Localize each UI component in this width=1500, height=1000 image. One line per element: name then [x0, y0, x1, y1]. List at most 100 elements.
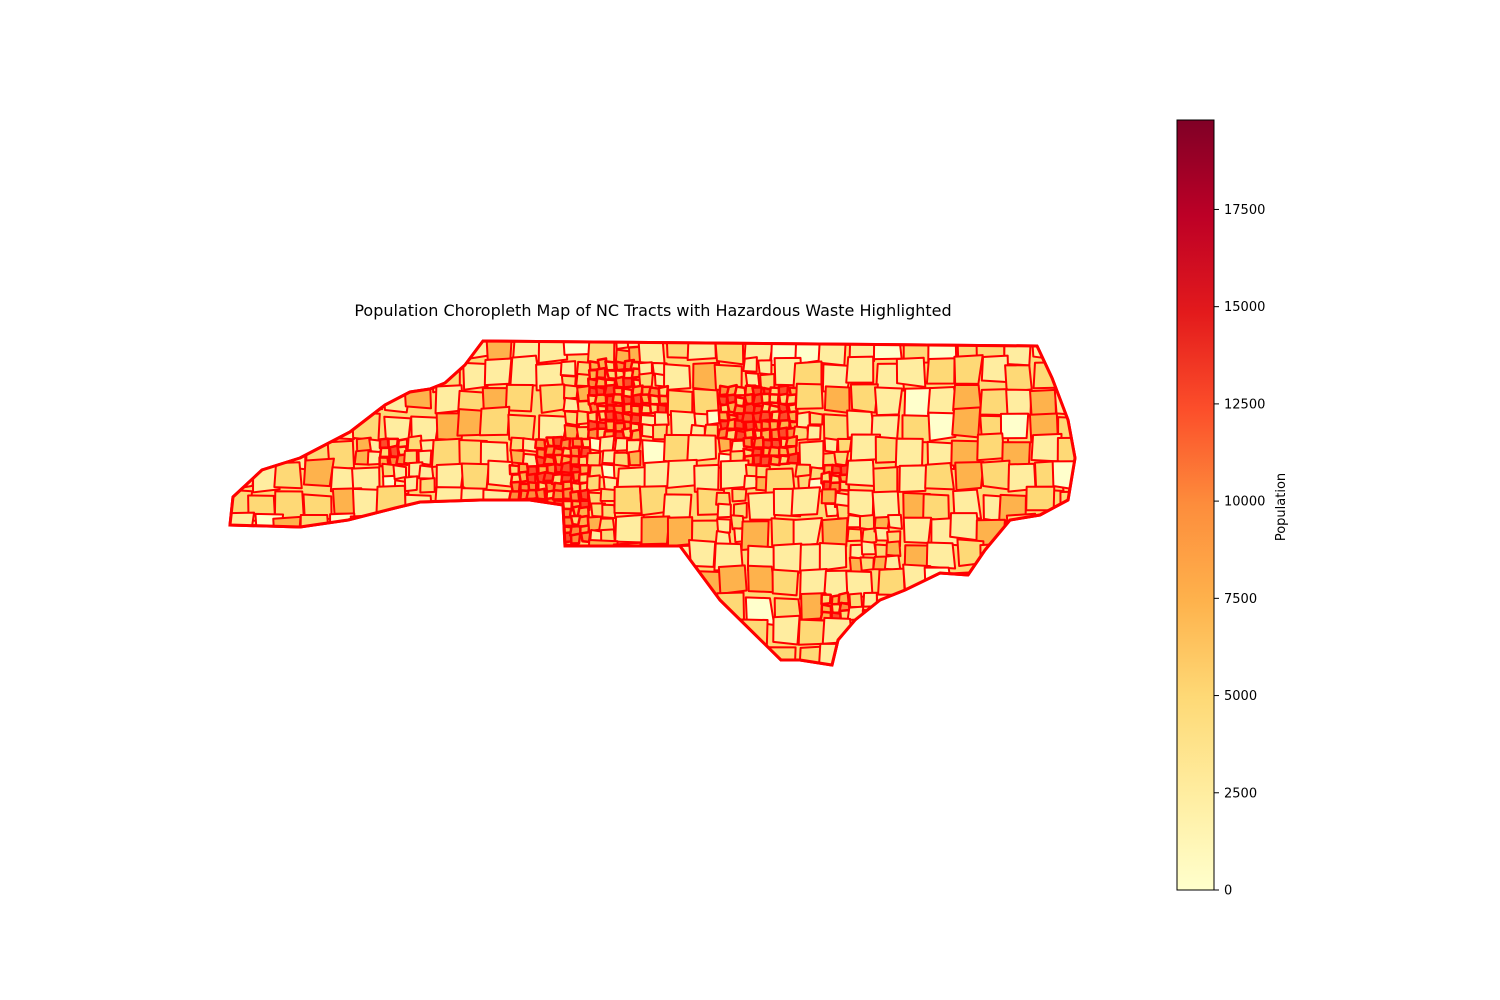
census-tract	[616, 566, 645, 595]
colorbar-ticks: 0 2500 5000 7500 10000 12500 15000 17500	[1214, 203, 1265, 899]
colorbar-label: Population	[1274, 473, 1289, 541]
census-tract	[524, 506, 537, 520]
census-tract	[569, 532, 582, 545]
census-tract	[1056, 618, 1075, 649]
census-tract	[330, 540, 359, 571]
census-tract	[462, 361, 491, 391]
census-tract	[820, 488, 837, 505]
census-tract	[515, 507, 529, 519]
census-tract	[604, 360, 616, 372]
census-tract	[1056, 646, 1075, 665]
census-tract	[556, 591, 587, 621]
census-tract	[790, 486, 822, 517]
census-tract	[383, 542, 415, 575]
census-tract	[272, 515, 302, 549]
census-tract	[951, 623, 980, 654]
census-tract	[786, 410, 798, 424]
census-tract	[274, 589, 305, 621]
census-tract	[846, 669, 874, 696]
census-tract	[929, 617, 959, 649]
census-tract	[482, 649, 513, 665]
census-tract	[300, 383, 327, 414]
census-tract	[458, 614, 489, 647]
census-tract	[403, 341, 433, 367]
census-tract	[535, 513, 547, 528]
census-tract	[666, 458, 698, 489]
census-tract	[250, 384, 279, 413]
census-tract	[666, 595, 697, 626]
census-tract	[297, 623, 329, 652]
census-tract	[504, 569, 536, 601]
census-tract	[230, 389, 254, 418]
census-tract	[792, 517, 823, 547]
census-tract	[767, 445, 781, 458]
census-tract	[481, 597, 512, 627]
census-tract	[690, 597, 723, 627]
census-tract	[759, 454, 772, 467]
census-tract	[1025, 485, 1056, 512]
census-tract	[798, 676, 826, 704]
census-tract	[794, 382, 824, 410]
census-tract	[820, 593, 832, 606]
census-tract	[1026, 516, 1055, 546]
census-tract	[407, 566, 435, 597]
census-tract	[746, 564, 776, 594]
census-tract	[900, 622, 930, 653]
census-tract	[302, 457, 335, 488]
census-tract	[534, 487, 547, 501]
census-tract	[507, 513, 526, 529]
census-tract	[980, 619, 1011, 651]
census-tract	[688, 619, 720, 647]
census-tract	[403, 381, 433, 410]
census-tract	[434, 514, 464, 541]
census-tract	[629, 428, 643, 442]
census-tract	[479, 623, 510, 653]
census-tract	[230, 591, 255, 622]
census-tract	[230, 437, 250, 466]
census-tract	[898, 464, 928, 493]
census-tract	[742, 356, 758, 373]
census-tract	[954, 461, 985, 492]
census-tract	[859, 556, 875, 572]
census-tract	[579, 488, 590, 502]
census-tract	[896, 590, 927, 622]
census-tract	[377, 569, 408, 601]
census-tract	[418, 464, 435, 480]
census-tract	[278, 649, 309, 665]
census-tract	[353, 341, 381, 363]
census-tract	[355, 381, 384, 411]
census-tract	[506, 620, 536, 649]
census-tract	[772, 542, 803, 574]
census-tract	[687, 642, 718, 665]
census-tract	[768, 393, 780, 405]
census-tract	[428, 592, 460, 623]
census-tract	[508, 544, 539, 574]
census-tract	[614, 513, 645, 544]
census-tract	[743, 341, 775, 362]
census-tract	[977, 646, 1008, 665]
census-tract	[1059, 538, 1075, 569]
census-tract	[640, 515, 671, 546]
census-tract	[249, 650, 279, 665]
census-tract	[379, 341, 408, 360]
census-tract	[806, 424, 822, 441]
census-tract	[278, 386, 309, 416]
census-tract	[686, 434, 717, 463]
census-tract	[252, 616, 283, 648]
census-tract	[569, 490, 581, 503]
census-tract	[230, 621, 251, 652]
census-tract	[976, 590, 1007, 622]
census-tract	[323, 646, 355, 665]
census-tract	[534, 539, 565, 569]
census-tract	[563, 410, 581, 427]
census-tract	[230, 341, 249, 368]
census-tract	[379, 515, 410, 545]
colorbar-tick-label: 10000	[1224, 495, 1265, 510]
census-tract	[817, 341, 847, 367]
census-tract	[431, 538, 461, 567]
census-tract	[980, 459, 1011, 491]
census-tract	[1028, 674, 1053, 703]
census-tract	[627, 449, 642, 467]
census-tract	[929, 641, 961, 665]
census-tract	[543, 515, 555, 528]
